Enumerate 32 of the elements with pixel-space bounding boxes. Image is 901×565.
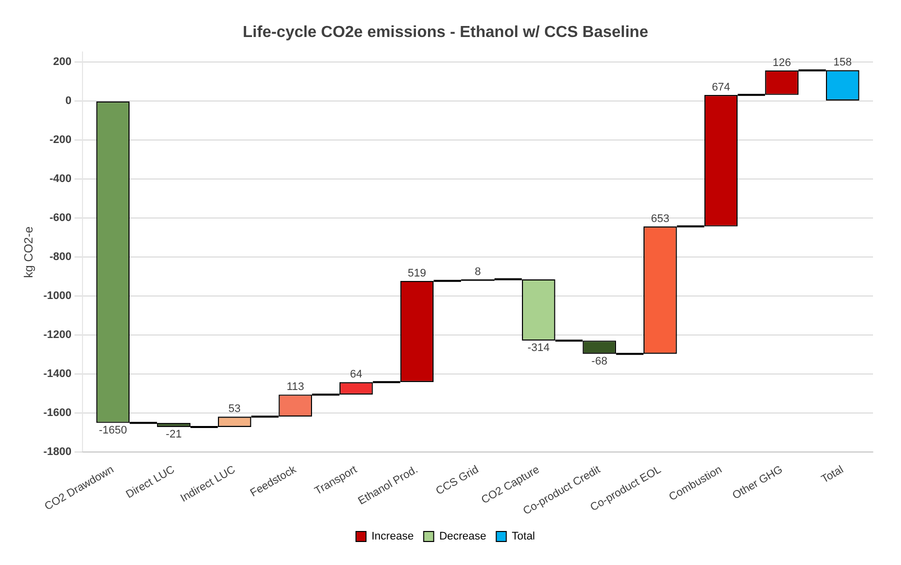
y-tick-label: 200	[53, 56, 72, 68]
data-label: -1650	[98, 424, 128, 436]
y-tick-label: -400	[50, 173, 72, 186]
data-label: 113	[286, 381, 304, 394]
data-label: 158	[833, 56, 852, 69]
data-label: 519	[408, 267, 426, 280]
y-tick-label: -600	[50, 212, 72, 224]
x-tick-label: Other GHG	[730, 464, 785, 502]
legend-label: Increase	[372, 530, 414, 543]
data-label: 126	[772, 56, 791, 69]
x-tick-label: CCS Grid	[434, 464, 481, 498]
data-label: 53	[228, 403, 241, 416]
y-tick-label: 0	[65, 95, 72, 108]
legend-label: Decrease	[439, 530, 486, 543]
y-tick-label: -1400	[43, 368, 72, 380]
data-label: -21	[166, 428, 182, 441]
legend-label: Total	[512, 530, 536, 543]
y-tick-label: -1800	[43, 446, 72, 458]
y-tick-label: -1600	[43, 407, 72, 420]
y-tick-label: -1000	[43, 290, 72, 302]
data-label: 674	[712, 81, 730, 94]
data-label: 64	[350, 368, 362, 381]
x-tick-label: Total	[819, 464, 846, 486]
data-label: -68	[591, 355, 608, 368]
y-tick-label: -200	[50, 134, 72, 146]
y-axis-title: kg CO2-e	[22, 226, 36, 278]
chart-title: Life-cycle CO2e emissions - Ethanol w/ CCS Baseline	[242, 24, 648, 42]
y-tick-label: -1200	[43, 329, 72, 342]
data-label: 653	[651, 212, 670, 225]
data-label: -314	[528, 342, 550, 354]
data-label: 8	[474, 266, 481, 278]
y-tick-label: -800	[50, 251, 72, 264]
